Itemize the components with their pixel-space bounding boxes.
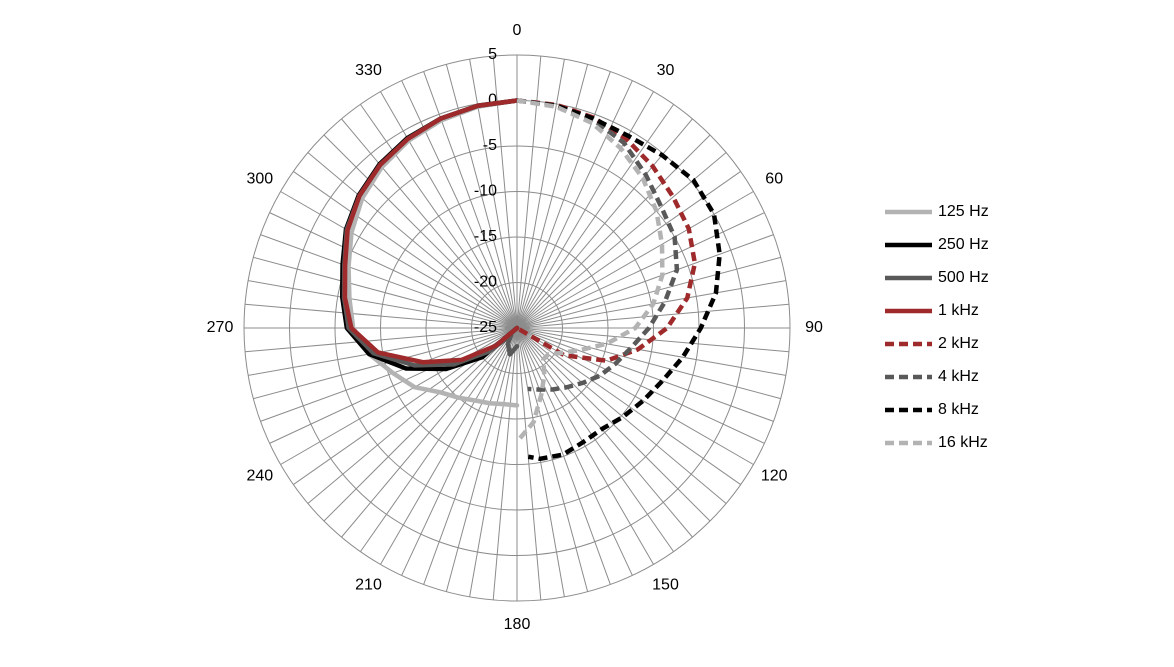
angle-tick-label: 90	[805, 319, 823, 336]
angle-tick-label: 330	[355, 62, 382, 79]
legend-label: 4 kHz	[938, 368, 979, 385]
legend-label: 1 kHz	[938, 302, 979, 319]
series-line	[516, 98, 680, 392]
angle-tick-label: 270	[207, 319, 234, 336]
legend-label: 500 Hz	[938, 269, 989, 286]
series-line	[515, 98, 698, 363]
r-tick-label: -10	[474, 183, 497, 200]
series-line	[516, 98, 722, 462]
r-tick-label: -20	[474, 274, 497, 291]
legend-label: 2 kHz	[938, 335, 979, 352]
grid-ring	[425, 236, 609, 420]
angle-tick-label: 210	[355, 576, 382, 593]
grid-ring	[471, 282, 563, 374]
series-line	[515, 98, 665, 444]
r-tick-label: 0	[488, 92, 497, 109]
r-tick-label: -15	[474, 228, 497, 245]
series-line	[342, 98, 520, 365]
legend-label: 16 kHz	[938, 434, 988, 451]
angle-tick-label: 180	[504, 616, 531, 633]
grid-ring	[243, 54, 791, 602]
legend-label: 8 kHz	[938, 401, 979, 418]
angle-tick-label: 150	[652, 576, 679, 593]
angle-tick-label: 60	[765, 171, 783, 188]
grid-ring	[380, 191, 654, 465]
r-tick-label: -25	[474, 319, 497, 336]
legend-label: 125 Hz	[938, 203, 989, 220]
r-tick-label: 5	[488, 46, 497, 63]
r-tick-label: -5	[483, 137, 497, 154]
angle-tick-label: 300	[246, 171, 273, 188]
angle-tick-label: 0	[513, 22, 522, 39]
angle-tick-label: 30	[657, 62, 675, 79]
legend-label: 250 Hz	[938, 236, 989, 253]
angle-tick-label: 240	[246, 468, 273, 485]
angle-tick-label: 120	[761, 468, 788, 485]
